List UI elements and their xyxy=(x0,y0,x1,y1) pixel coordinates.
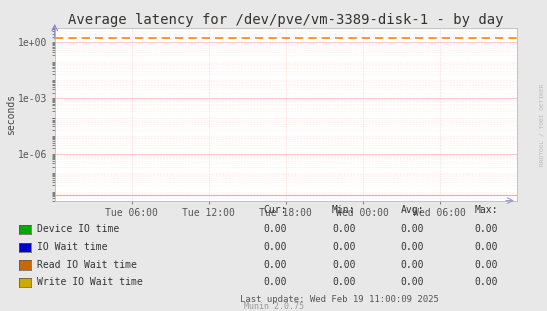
Text: Munin 2.0.75: Munin 2.0.75 xyxy=(243,302,304,311)
Text: 0.00: 0.00 xyxy=(264,277,287,287)
Y-axis label: seconds: seconds xyxy=(7,94,16,135)
Text: 0.00: 0.00 xyxy=(474,260,498,270)
Text: 0.00: 0.00 xyxy=(400,242,424,252)
Text: 0.00: 0.00 xyxy=(264,242,287,252)
Text: 0.00: 0.00 xyxy=(400,260,424,270)
Text: IO Wait time: IO Wait time xyxy=(37,242,108,252)
Text: Last update: Wed Feb 19 11:00:09 2025: Last update: Wed Feb 19 11:00:09 2025 xyxy=(240,295,439,304)
Text: 0.00: 0.00 xyxy=(400,277,424,287)
Title: Average latency for /dev/pve/vm-3389-disk-1 - by day: Average latency for /dev/pve/vm-3389-dis… xyxy=(68,13,504,27)
Text: 0.00: 0.00 xyxy=(264,224,287,234)
Text: Write IO Wait time: Write IO Wait time xyxy=(37,277,143,287)
Text: Min:: Min: xyxy=(332,205,356,215)
Text: Max:: Max: xyxy=(474,205,498,215)
Text: Avg:: Avg: xyxy=(400,205,424,215)
Text: RRDTOOL / TOBI OETIKER: RRDTOOL / TOBI OETIKER xyxy=(539,83,544,166)
Text: 0.00: 0.00 xyxy=(474,224,498,234)
Text: 0.00: 0.00 xyxy=(332,224,356,234)
Text: 0.00: 0.00 xyxy=(332,242,356,252)
Text: Device IO time: Device IO time xyxy=(37,224,119,234)
Text: 0.00: 0.00 xyxy=(264,260,287,270)
Text: 0.00: 0.00 xyxy=(332,260,356,270)
Text: 0.00: 0.00 xyxy=(474,242,498,252)
Text: 0.00: 0.00 xyxy=(474,277,498,287)
Text: 0.00: 0.00 xyxy=(400,224,424,234)
Text: 0.00: 0.00 xyxy=(332,277,356,287)
Text: Read IO Wait time: Read IO Wait time xyxy=(37,260,137,270)
Text: Cur:: Cur: xyxy=(264,205,287,215)
